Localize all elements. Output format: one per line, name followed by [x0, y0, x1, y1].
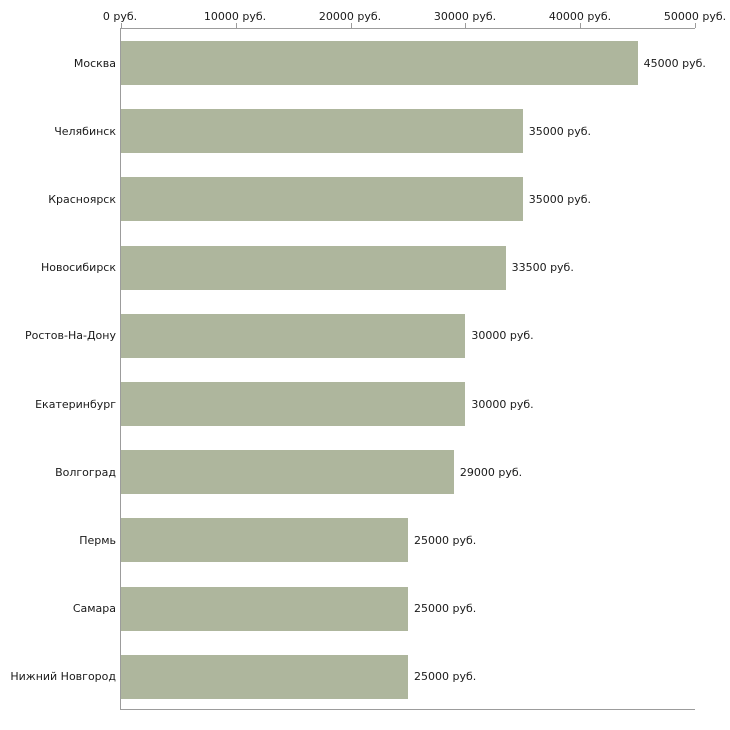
- category-label: Ростов-На-Дону: [24, 329, 116, 343]
- bar-row: Ростов-На-Дону 30000 руб.: [25, 302, 695, 370]
- value-label: 33500 руб.: [511, 261, 574, 275]
- x-axis-tick-label: 20000 руб.: [318, 10, 382, 23]
- bar-row: Новосибирск 33500 руб.: [41, 234, 695, 302]
- bar: [121, 586, 408, 631]
- bar-row: Пермь 25000 руб.: [79, 506, 695, 574]
- bar: [121, 313, 466, 358]
- x-axis-tick-labels: 0 руб. 10000 руб. 20000 руб. 30000 руб. 4000…: [103, 10, 726, 24]
- value-label: 25000 руб.: [414, 533, 477, 547]
- x-axis-tick-mark: [121, 23, 122, 28]
- x-axis-tick-label: 40000 руб.: [548, 10, 612, 23]
- bar-row: Екатеринбург 30000 руб.: [35, 370, 695, 438]
- bar-row: Нижний Новгород 25000 руб.: [10, 643, 695, 711]
- value-label: 30000 руб.: [471, 329, 534, 343]
- x-axis-tick-label: 0 руб.: [102, 10, 138, 23]
- bar-row: Волгоград 29000 руб.: [55, 438, 695, 506]
- plot-area: Москва 45000 руб. Челябинск 35000 руб. Красн…: [10, 23, 706, 711]
- x-axis-tick-mark: [695, 23, 696, 28]
- bar: [121, 245, 506, 290]
- value-label: 35000 руб.: [528, 124, 592, 138]
- category-label: Челябинск: [54, 124, 116, 138]
- x-axis-tick-mark: [350, 23, 352, 28]
- bar: [121, 382, 466, 427]
- value-label: 25000 руб.: [414, 602, 477, 616]
- bar: [121, 450, 454, 495]
- category-label: Москва: [73, 56, 116, 70]
- x-axis-tick-mark: [465, 23, 467, 28]
- value-label: 45000 руб.: [643, 56, 706, 70]
- category-label: Новосибирск: [40, 261, 116, 275]
- x-axis-tick-label: 50000 руб.: [663, 10, 727, 23]
- bar: [121, 41, 638, 86]
- value-label: 25000 руб.: [414, 670, 477, 684]
- category-label: Екатеринбург: [35, 397, 116, 411]
- category-label: Нижний Новгород: [10, 670, 116, 684]
- bar-row: Красноярск 35000 руб.: [48, 165, 695, 233]
- category-label: Пермь: [79, 533, 116, 547]
- bar: [121, 109, 523, 154]
- x-axis-tick-mark: [580, 23, 582, 28]
- bar: [121, 177, 523, 222]
- bar: [121, 654, 408, 699]
- x-axis-tick-label: 30000 руб.: [433, 10, 497, 23]
- value-label: 35000 руб.: [528, 192, 592, 206]
- bar-row: Самара 25000 руб.: [73, 575, 695, 643]
- value-label: 29000 руб.: [459, 465, 523, 479]
- x-axis-tick-mark: [235, 23, 237, 28]
- bar-row: Челябинск 35000 руб.: [54, 97, 695, 165]
- category-label: Красноярск: [48, 192, 116, 206]
- bar: [121, 518, 408, 563]
- bar-row: Москва 45000 руб.: [74, 29, 706, 97]
- value-label: 30000 руб.: [471, 397, 534, 411]
- x-axis-tick-label: 10000 руб.: [203, 10, 267, 23]
- category-label: Самара: [72, 602, 116, 616]
- category-label: Волгоград: [55, 465, 116, 479]
